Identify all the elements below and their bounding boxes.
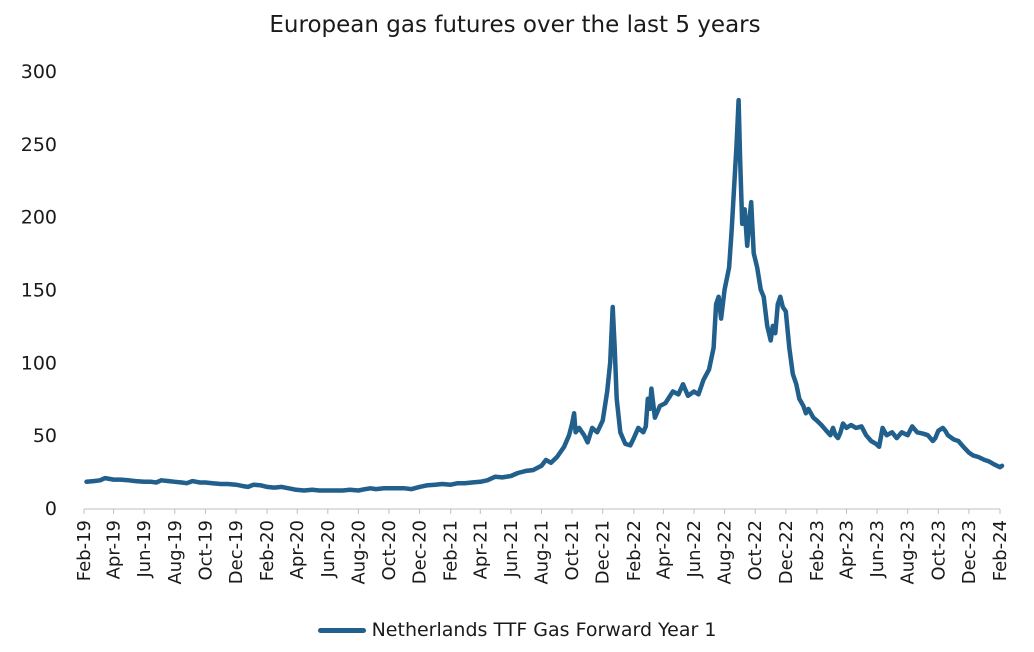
y-tick-label: 100: [21, 352, 57, 374]
y-tick-label: 200: [21, 207, 57, 229]
legend-label: Netherlands TTF Gas Forward Year 1: [371, 619, 717, 641]
x-tick-label: Feb-19: [74, 520, 95, 581]
series-line: [84, 97, 1005, 493]
chart-title: European gas futures over the last 5 yea…: [269, 12, 761, 38]
x-tick-label: Oct-21: [562, 520, 583, 581]
x-tick-label: Feb-20: [257, 520, 278, 581]
x-tick-label: Aug-19: [165, 520, 186, 585]
x-tick-label: Aug-23: [898, 520, 919, 585]
y-tick-label: 250: [21, 134, 57, 156]
x-tick-label: Oct-22: [745, 520, 766, 581]
series-layer: [84, 97, 1005, 493]
y-axis: 0 50 100 150 200 250 300: [21, 61, 57, 520]
y-tick-label: 50: [33, 425, 57, 447]
x-tick-label: Jun-23: [867, 520, 888, 579]
x-tick-label: Feb-23: [807, 520, 828, 581]
x-tick-label: Aug-21: [531, 520, 552, 585]
x-tick-label: Dec-19: [226, 520, 247, 584]
y-tick-label: 150: [21, 280, 57, 302]
x-tick-label: Oct-20: [379, 520, 400, 581]
x-tick-label: Apr-23: [836, 520, 857, 579]
x-tick-label: Dec-21: [593, 520, 614, 584]
legend: Netherlands TTF Gas Forward Year 1: [0, 619, 1034, 641]
x-tick-label: Apr-21: [470, 520, 491, 579]
x-tick-label: Oct-23: [928, 520, 949, 581]
x-tick-label: Apr-22: [653, 520, 674, 579]
x-tick-label: Jun-21: [501, 520, 522, 579]
x-tick-label: Oct-19: [195, 520, 216, 581]
y-tick-label: 0: [45, 498, 57, 520]
x-tick-label: Dec-23: [959, 520, 980, 584]
x-tick-label: Apr-19: [104, 520, 125, 579]
legend-swatch: [317, 628, 366, 633]
x-tick-label: Dec-20: [410, 520, 431, 584]
x-tick-label: Aug-20: [348, 520, 369, 585]
x-tick-labels: Feb-19 Apr-19 Jun-19 Aug-19 Oct-19 Dec-19 Feb-…: [74, 509, 1011, 585]
x-tick-label: Feb-21: [441, 520, 462, 581]
x-tick-label: Feb-24: [990, 520, 1011, 581]
x-tick-label: Aug-22: [715, 520, 736, 585]
x-tick-label: Jun-20: [318, 520, 339, 579]
x-tick-label: Dec-22: [776, 520, 797, 584]
x-tick-label: Apr-20: [287, 520, 308, 579]
y-tick-label: 300: [21, 61, 57, 83]
x-tick-label: Jun-19: [134, 520, 155, 579]
x-tick-label: Feb-22: [624, 520, 645, 581]
x-tick-label: Jun-22: [684, 520, 705, 579]
